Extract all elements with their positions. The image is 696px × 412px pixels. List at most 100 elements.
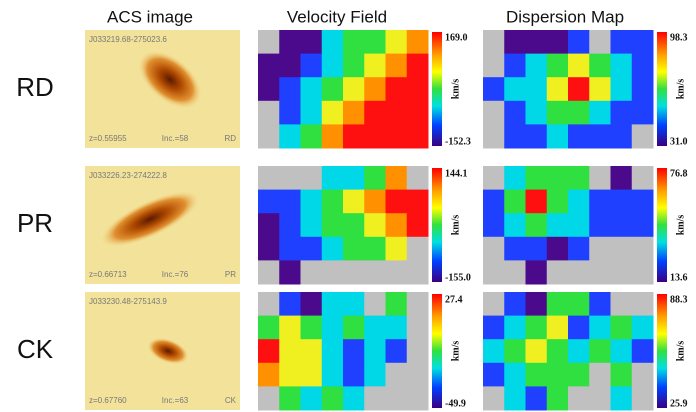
map-cell (385, 166, 408, 191)
map-cell (504, 236, 526, 261)
map-cell (300, 339, 323, 364)
colorbar (657, 32, 667, 146)
map-cell (546, 386, 569, 411)
map-cell (546, 292, 569, 317)
map-cell (483, 362, 505, 387)
map-cell (364, 315, 386, 340)
map-cell (258, 386, 280, 411)
map-cell (631, 77, 654, 102)
map-cell (279, 124, 301, 149)
map-cell (589, 260, 611, 285)
galaxy (137, 49, 203, 110)
map-cell (279, 260, 301, 285)
map-cell (610, 362, 633, 387)
map-cell (385, 30, 408, 55)
map-cell (546, 236, 569, 261)
map-cell (589, 386, 611, 411)
map-cell (258, 292, 280, 317)
map-cell (406, 77, 429, 102)
colorbar-unit: km/s (450, 341, 461, 362)
map-cell (364, 362, 386, 387)
map-cell (483, 53, 505, 78)
map-cell (258, 166, 280, 191)
map-cell (504, 189, 526, 214)
map-cell (300, 189, 323, 214)
map-cell (300, 30, 323, 55)
colorbar-max: 76.8 (670, 168, 688, 179)
map-cell (504, 339, 526, 364)
map-cell (364, 236, 386, 261)
map-cell (385, 236, 408, 261)
map-cell (568, 166, 590, 191)
map-cell (385, 213, 408, 238)
map-cell (258, 53, 280, 78)
map-cell (343, 100, 365, 125)
map-cell (364, 213, 386, 238)
map-cell (321, 53, 344, 78)
colorbar (432, 32, 442, 146)
map-cell (504, 77, 526, 102)
map-cell (321, 166, 344, 191)
colorbar-max: 144.1 (445, 168, 468, 179)
map-cell (631, 236, 654, 261)
map-cell (525, 386, 548, 411)
galaxy (99, 190, 201, 248)
map-cell (610, 166, 633, 191)
map-cell (546, 100, 569, 125)
map-cell (546, 362, 569, 387)
map-cell (568, 77, 590, 102)
map-cell (279, 53, 301, 78)
colorbar (432, 294, 442, 408)
map-cell (525, 124, 548, 149)
map-cell (300, 236, 323, 261)
map-cell (343, 339, 365, 364)
map-cell (279, 292, 301, 317)
map-cell (279, 189, 301, 214)
colorbar-max: 169.0 (445, 32, 468, 43)
map-cell (525, 166, 548, 191)
map-cell (631, 292, 654, 317)
map-cell (258, 339, 280, 364)
map-cell (483, 339, 505, 364)
map-cell (258, 124, 280, 149)
map-cell (279, 100, 301, 125)
map-cell (321, 30, 344, 55)
map-cell (258, 77, 280, 102)
map-cell (504, 213, 526, 238)
map-cell (321, 315, 344, 340)
map-cell (546, 124, 569, 149)
acs-id: J033219.68-275023.6 (89, 35, 167, 44)
map-cell (631, 100, 654, 125)
map-cell (343, 386, 365, 411)
map-cell (321, 292, 344, 317)
map-cell (483, 124, 505, 149)
map-cell (610, 260, 633, 285)
map-cell (610, 292, 633, 317)
map-cell (343, 166, 365, 191)
map-cell (568, 189, 590, 214)
map-cell (589, 292, 611, 317)
map-cell (610, 100, 633, 125)
colorbar-min: 25.9 (670, 398, 688, 409)
map-cell (589, 77, 611, 102)
map-cell (525, 77, 548, 102)
colorbar-min: 13.6 (670, 272, 688, 283)
map-cell (546, 260, 569, 285)
map-cell (610, 30, 633, 55)
map-cell (546, 53, 569, 78)
acs-class: PR (225, 270, 236, 279)
map-cell (364, 339, 386, 364)
map-cell (406, 213, 429, 238)
map-cell (568, 236, 590, 261)
map-cell (568, 386, 590, 411)
map-cell (343, 213, 365, 238)
map-cell (631, 315, 654, 340)
map-cell (343, 124, 365, 149)
map-cell (504, 260, 526, 285)
map-cell (343, 292, 365, 317)
colorbar-unit: km/s (675, 341, 686, 362)
map-cell (589, 100, 611, 125)
map-cell (631, 339, 654, 364)
acs-z: z=0.55955 (89, 134, 127, 143)
map-cell (406, 339, 429, 364)
